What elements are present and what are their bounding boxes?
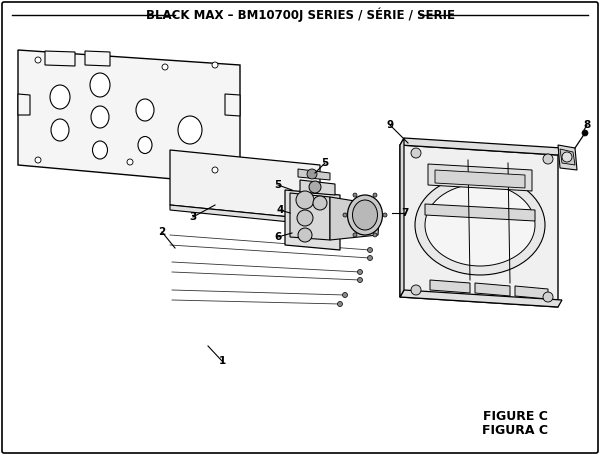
Polygon shape [400, 138, 562, 155]
Circle shape [212, 62, 218, 68]
Circle shape [127, 159, 133, 165]
Polygon shape [330, 197, 380, 240]
Polygon shape [225, 94, 240, 116]
Polygon shape [170, 205, 320, 225]
Polygon shape [45, 51, 75, 66]
Circle shape [35, 57, 41, 63]
Circle shape [307, 169, 317, 179]
Text: 5: 5 [274, 180, 281, 190]
Circle shape [358, 269, 362, 274]
Polygon shape [300, 180, 335, 195]
Polygon shape [298, 169, 330, 180]
Ellipse shape [425, 184, 535, 266]
Polygon shape [428, 164, 532, 191]
Circle shape [212, 167, 218, 173]
Circle shape [337, 302, 343, 307]
Ellipse shape [90, 73, 110, 97]
Ellipse shape [353, 200, 377, 230]
Circle shape [373, 193, 377, 197]
Circle shape [543, 292, 553, 302]
Polygon shape [290, 193, 330, 240]
Circle shape [35, 157, 41, 163]
Polygon shape [475, 283, 510, 296]
Circle shape [298, 228, 312, 242]
Text: 6: 6 [274, 232, 281, 242]
Text: 1: 1 [218, 356, 226, 366]
Polygon shape [400, 290, 562, 307]
Text: 3: 3 [190, 212, 197, 222]
Circle shape [297, 210, 313, 226]
Ellipse shape [51, 119, 69, 141]
Circle shape [367, 248, 373, 253]
Ellipse shape [138, 136, 152, 153]
Polygon shape [430, 280, 470, 293]
Circle shape [313, 196, 327, 210]
Text: 8: 8 [583, 120, 590, 130]
Circle shape [411, 285, 421, 295]
Text: FIGURA C: FIGURA C [482, 425, 548, 438]
Polygon shape [285, 190, 340, 250]
Circle shape [353, 193, 357, 197]
Polygon shape [560, 149, 575, 165]
Polygon shape [18, 50, 240, 185]
Text: FIGURE C: FIGURE C [482, 410, 547, 424]
Ellipse shape [415, 175, 545, 275]
Polygon shape [435, 170, 525, 188]
Polygon shape [18, 94, 30, 115]
Circle shape [309, 181, 321, 193]
Circle shape [411, 148, 421, 158]
Ellipse shape [92, 141, 107, 159]
Text: 5: 5 [322, 158, 329, 168]
Text: 2: 2 [158, 227, 166, 237]
Circle shape [383, 213, 387, 217]
Ellipse shape [91, 106, 109, 128]
Polygon shape [425, 204, 535, 221]
Ellipse shape [50, 85, 70, 109]
Ellipse shape [136, 99, 154, 121]
Circle shape [343, 293, 347, 298]
Circle shape [296, 191, 314, 209]
Text: 4: 4 [277, 205, 284, 215]
Text: BLACK MAX – BM10700J SERIES / SÉRIE / SERIE: BLACK MAX – BM10700J SERIES / SÉRIE / SE… [146, 8, 455, 22]
Circle shape [367, 256, 373, 261]
Polygon shape [400, 138, 404, 297]
Polygon shape [515, 286, 548, 299]
Polygon shape [170, 150, 320, 220]
Circle shape [343, 213, 347, 217]
Polygon shape [400, 145, 558, 307]
Polygon shape [558, 145, 577, 170]
Ellipse shape [347, 195, 383, 235]
Circle shape [358, 278, 362, 283]
Circle shape [562, 152, 572, 162]
Circle shape [582, 130, 588, 136]
Polygon shape [85, 51, 110, 66]
Ellipse shape [178, 116, 202, 144]
Circle shape [543, 154, 553, 164]
Text: 9: 9 [386, 120, 394, 130]
Circle shape [373, 233, 377, 237]
Text: 7: 7 [401, 208, 409, 218]
Circle shape [162, 64, 168, 70]
Circle shape [353, 233, 357, 237]
